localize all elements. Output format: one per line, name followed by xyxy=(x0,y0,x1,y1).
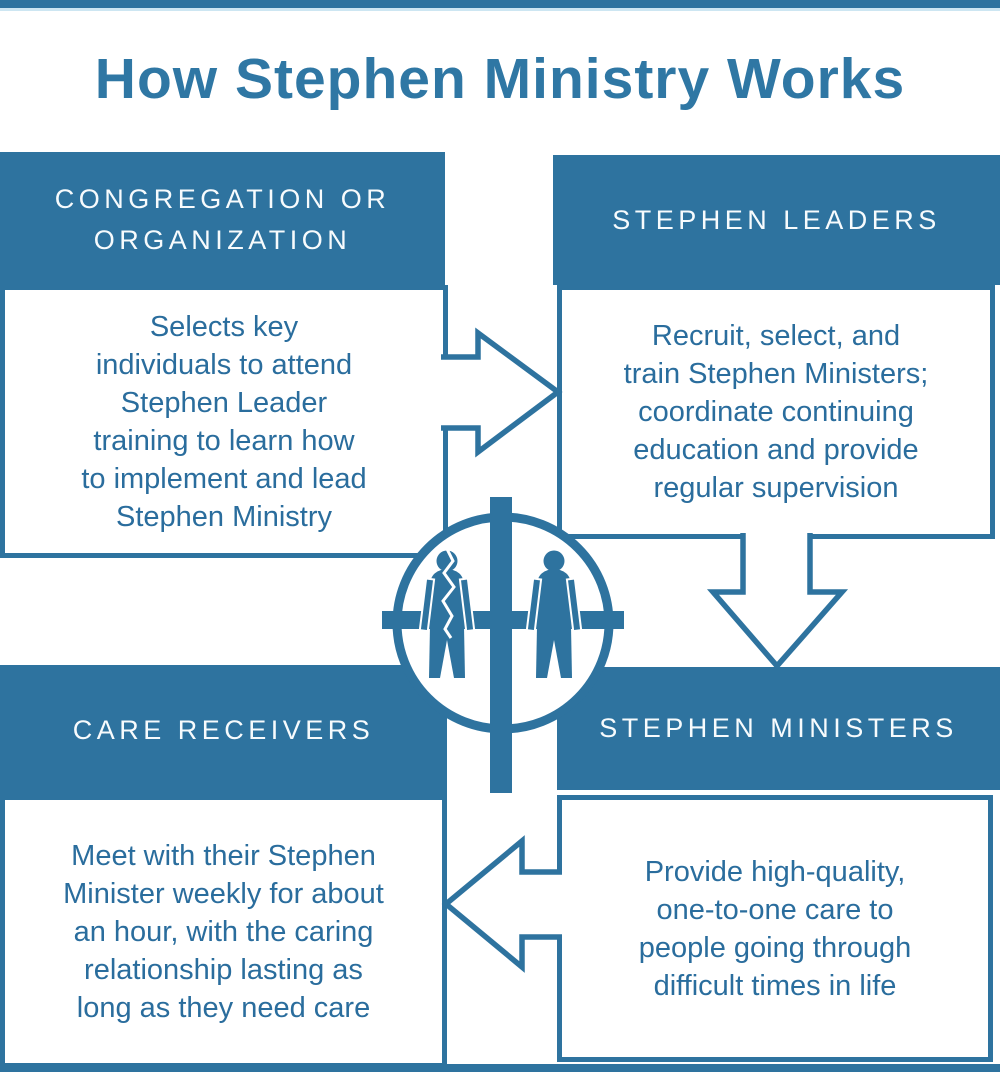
header-line: CARE RECEIVERS xyxy=(72,714,375,745)
body-line: individuals to attend xyxy=(95,348,353,381)
header-congregation-or-organization: CONGREGATION OR ORGANIZATION xyxy=(0,152,445,287)
header-line: CONGREGATION OR xyxy=(54,183,391,214)
body-line: difficult times in life xyxy=(653,969,897,1002)
header-line: ORGANIZATION xyxy=(93,224,352,255)
body-line: education and provide xyxy=(633,434,919,466)
body-line: Selects key xyxy=(149,310,299,343)
broken-person-icon xyxy=(418,548,476,678)
header-stephen-leaders: STEPHEN LEADERS xyxy=(553,155,1000,285)
body-line: regular supervision xyxy=(653,472,899,504)
crack-line xyxy=(441,548,456,639)
body-line: Provide high-quality, xyxy=(644,855,906,888)
header-care-receivers: CARE RECEIVERS xyxy=(0,665,447,795)
body-line: Stephen Ministry xyxy=(116,500,332,533)
header-line: STEPHEN LEADERS xyxy=(612,204,941,235)
body-line: training to learn how xyxy=(93,424,355,457)
page-title: How Stephen Ministry Works xyxy=(94,47,906,111)
body-box-stephen-ministers: Provide high-quality, one-to-one care to… xyxy=(557,795,993,1062)
body-line: train Stephen Ministers; xyxy=(623,358,929,390)
arrow-down-icon xyxy=(706,533,849,671)
whole-person-icon xyxy=(525,550,583,678)
header-stephen-ministers: STEPHEN MINISTERS xyxy=(557,667,1000,790)
body-line: coordinate continuing xyxy=(638,396,914,428)
body-line: people going through xyxy=(638,931,912,964)
top-accent-light-line xyxy=(0,8,1000,11)
body-box-care-receivers: Meet with their Stephen Minister weekly … xyxy=(0,795,447,1068)
logo-cross-horizontal xyxy=(382,611,624,629)
body-line: relationship lasting as xyxy=(84,953,363,986)
body-line: Stephen Leader xyxy=(120,386,328,419)
body-line: long as they need care xyxy=(76,991,371,1024)
body-box-stephen-leaders: Recruit, select, and train Stephen Minis… xyxy=(557,285,995,539)
logo-cross-vertical xyxy=(490,497,512,793)
body-line: an hour, with the caring xyxy=(73,915,374,948)
body-line: Recruit, select, and xyxy=(651,320,901,352)
bottom-accent-bar xyxy=(0,1064,1000,1072)
body-line: one-to-one care to xyxy=(656,893,894,926)
arrow-left-icon xyxy=(441,835,562,973)
body-line: Meet with their Stephen xyxy=(71,839,376,872)
body-line: to implement and lead xyxy=(81,462,367,495)
header-line: STEPHEN MINISTERS xyxy=(599,713,958,743)
arrow-right-icon xyxy=(441,327,563,458)
body-box-congregation: Selects key individuals to attend Stephe… xyxy=(0,285,448,558)
top-accent-bar xyxy=(0,0,1000,8)
body-line: Minister weekly for about xyxy=(63,877,384,910)
